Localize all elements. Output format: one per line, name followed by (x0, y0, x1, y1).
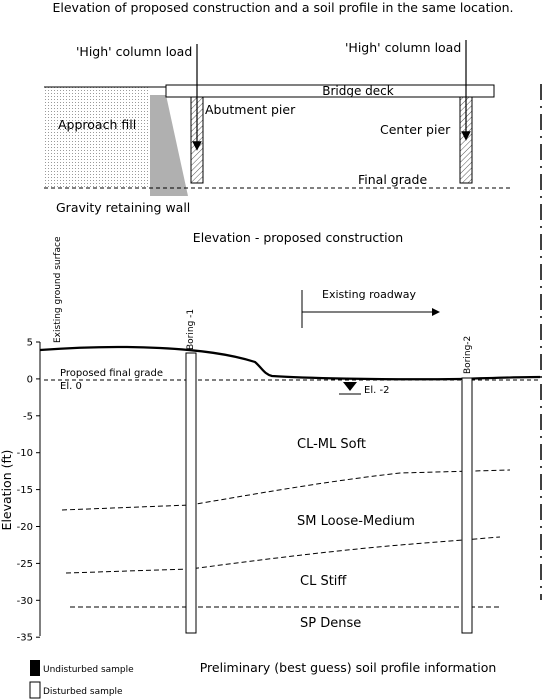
boring-2-column (461, 377, 473, 634)
abutment-pier-label: Abutment pier (205, 102, 296, 117)
boring-2-label-group: Boring-2 (463, 336, 473, 374)
bridge-deck-label: Bridge deck (322, 84, 394, 98)
y-tick-label: 0 (27, 374, 33, 385)
y-tick-label: -10 (17, 448, 33, 459)
page-title: Elevation of proposed construction and a… (52, 0, 513, 15)
y-tick-label: -35 (17, 633, 33, 644)
existing-ground-surface-group: Existing ground surface (53, 236, 63, 343)
existing-ground-surface-line (39, 345, 541, 381)
approach-fill-label: Approach fill (58, 117, 136, 132)
gravity-retaining-wall (150, 95, 188, 196)
boundary-sm-cl (65, 536, 501, 574)
final-grade-label: Final grade (358, 172, 427, 187)
boundary-clml-sm (61, 469, 511, 511)
water-table-triangle (343, 382, 357, 391)
elevation-caption: Elevation - proposed construction (193, 230, 403, 245)
existing-ground-surface-text: Existing ground surface (53, 236, 63, 343)
bridge-deck (165, 84, 495, 98)
disturbed-sample-swatch (29, 681, 41, 699)
y-tick-label: -5 (23, 411, 33, 422)
undisturbed-sample-label: Undisturbed sample (43, 665, 134, 675)
boring-1-label: Boring -1 (186, 309, 196, 350)
water-table-label: El. -2 (364, 385, 389, 396)
existing-roadway-label: Existing roadway (322, 288, 417, 301)
column-load-right-label: 'High' column load (345, 40, 461, 55)
y-tick-label: -30 (17, 596, 33, 607)
soil-profile-caption: Preliminary (best guess) soil profile in… (200, 660, 497, 675)
y-axis-label: Elevation (ft) (0, 450, 14, 531)
layer-label-4: SP Dense (300, 616, 361, 631)
layer-label-2: SM Loose-Medium (297, 514, 415, 529)
y-tick-label: 5 (27, 338, 33, 349)
column-load-left-label: 'High' column load (76, 44, 192, 59)
undisturbed-sample-swatch (30, 660, 40, 676)
layer-label-3: CL Stiff (300, 574, 347, 589)
y-tick-label: -20 (17, 522, 33, 533)
y-axis-ticks: 5 0 -5 -10 -15 -20 -25 -30 -35 (17, 338, 40, 644)
gravity-retaining-wall-label: Gravity retaining wall (56, 200, 190, 215)
approach-fill-area (44, 87, 150, 187)
y-tick-label: -25 (17, 559, 33, 570)
el-0-label: El. 0 (60, 381, 82, 392)
boring-2-label: Boring-2 (463, 336, 473, 374)
layer-label-1: CL-ML Soft (297, 437, 366, 452)
disturbed-sample-label: Disturbed sample (43, 687, 123, 697)
center-pier-label: Center pier (380, 122, 451, 137)
boring-1-label-group: Boring -1 (186, 309, 196, 350)
y-tick-label: -15 (17, 485, 33, 496)
proposed-final-grade-label: Proposed final grade (60, 368, 163, 379)
boring-1-column (185, 352, 197, 634)
